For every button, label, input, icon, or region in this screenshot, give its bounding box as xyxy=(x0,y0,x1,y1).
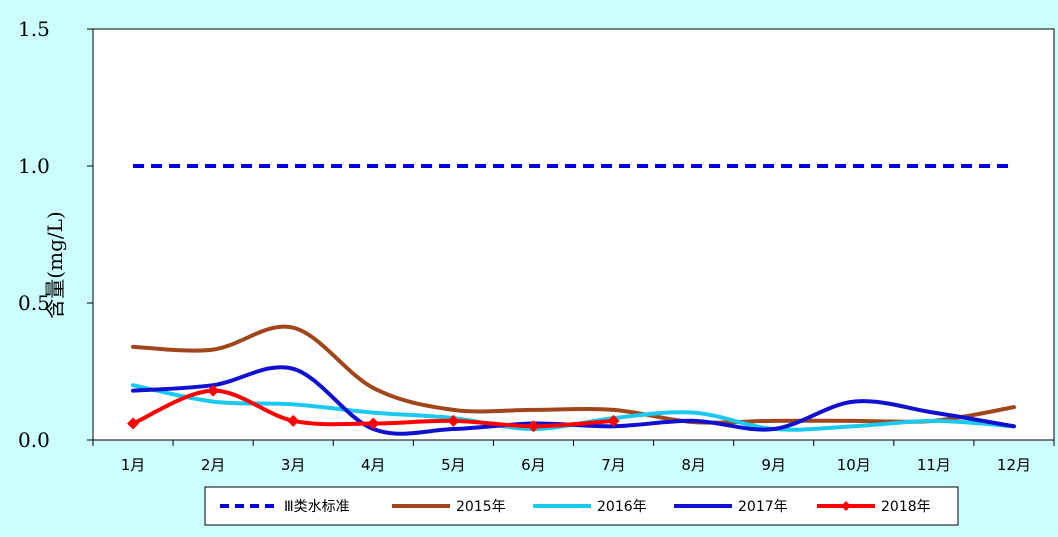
x-tick-label: 5月 xyxy=(441,456,466,474)
x-tick-label: 2月 xyxy=(201,456,226,474)
y-tick-label: 0.0 xyxy=(18,428,50,452)
data-point-marker xyxy=(447,414,460,427)
legend-item: 2016年 xyxy=(533,499,647,515)
legend-label: 2017年 xyxy=(738,499,788,515)
series-group xyxy=(127,164,1016,436)
data-point-marker xyxy=(527,420,540,433)
data-point-marker xyxy=(207,384,220,397)
series-line xyxy=(131,324,1016,425)
y-tick-label: 1.5 xyxy=(18,17,50,41)
y-tick-label: 0.5 xyxy=(18,291,50,315)
legend-label: 2018年 xyxy=(881,499,931,515)
x-tick-label: 3月 xyxy=(281,456,306,474)
x-axis: 1月 2月 3月 4月 5月 6月 7月 8月 9月 10月 11月 12月 xyxy=(92,440,1055,474)
legend-label: 2015年 xyxy=(456,499,506,515)
data-point-marker xyxy=(127,417,140,430)
x-tick-label: 9月 xyxy=(761,456,786,474)
series-1 xyxy=(131,324,1016,425)
legend-marker xyxy=(841,501,851,511)
legend-item: 2018年 xyxy=(817,499,931,515)
legend-item: 2017年 xyxy=(674,499,788,515)
data-point-marker xyxy=(287,414,300,427)
x-tick-label: 4月 xyxy=(361,456,386,474)
x-tick-label: 7月 xyxy=(601,456,626,474)
x-tick-label: 6月 xyxy=(521,456,546,474)
legend: Ⅲ类水标准 2015年 2016年 2017年 2018年 xyxy=(204,486,959,526)
x-tick-label: 10月 xyxy=(837,456,871,474)
legend-label: 2016年 xyxy=(597,499,647,515)
legend-item: 2015年 xyxy=(392,499,506,515)
x-tick-label: 8月 xyxy=(681,456,706,474)
data-point-marker xyxy=(607,414,620,427)
legend-label: Ⅲ类水标准 xyxy=(284,499,350,515)
data-point-marker xyxy=(367,417,380,430)
y-axis: 0.0 0.5 1.0 1.5 xyxy=(18,17,93,452)
legend-item: Ⅲ类水标准 xyxy=(220,499,350,515)
series-4 xyxy=(127,384,620,433)
x-tick-label: 11月 xyxy=(917,456,951,474)
x-tick-label: 1月 xyxy=(121,456,146,474)
y-axis-label: 含量(mg/L) xyxy=(43,211,67,318)
y-tick-label: 1.0 xyxy=(18,154,50,178)
x-tick-label: 12月 xyxy=(997,456,1031,474)
